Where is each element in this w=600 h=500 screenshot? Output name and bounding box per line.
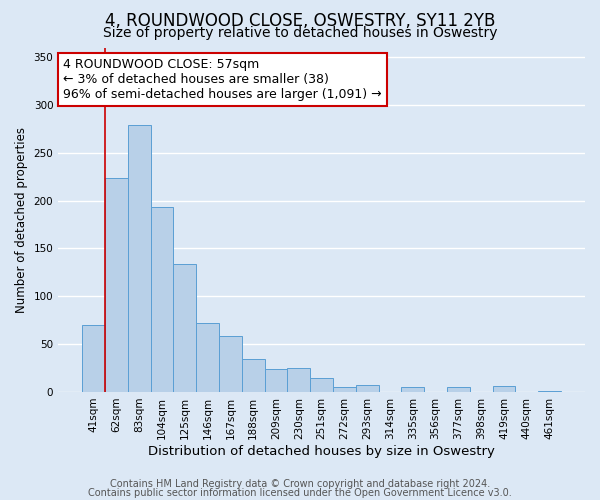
Bar [242,360,265,392]
Bar [128,125,151,392]
Y-axis label: Number of detached properties: Number of detached properties [15,126,28,312]
Bar [538,391,561,392]
Bar [105,178,128,392]
Text: 4, ROUNDWOOD CLOSE, OSWESTRY, SY11 2YB: 4, ROUNDWOOD CLOSE, OSWESTRY, SY11 2YB [105,12,495,30]
Bar [173,264,196,392]
Bar [82,325,105,392]
Bar [356,386,379,392]
Bar [493,386,515,392]
Bar [196,323,219,392]
Bar [265,369,287,392]
Text: 4 ROUNDWOOD CLOSE: 57sqm
← 3% of detached houses are smaller (38)
96% of semi-de: 4 ROUNDWOOD CLOSE: 57sqm ← 3% of detache… [64,58,382,101]
Bar [333,387,356,392]
Bar [151,208,173,392]
Text: Size of property relative to detached houses in Oswestry: Size of property relative to detached ho… [103,26,497,40]
Text: Contains public sector information licensed under the Open Government Licence v3: Contains public sector information licen… [88,488,512,498]
Bar [219,336,242,392]
X-axis label: Distribution of detached houses by size in Oswestry: Distribution of detached houses by size … [148,444,495,458]
Bar [401,387,424,392]
Text: Contains HM Land Registry data © Crown copyright and database right 2024.: Contains HM Land Registry data © Crown c… [110,479,490,489]
Bar [447,387,470,392]
Bar [287,368,310,392]
Bar [310,378,333,392]
